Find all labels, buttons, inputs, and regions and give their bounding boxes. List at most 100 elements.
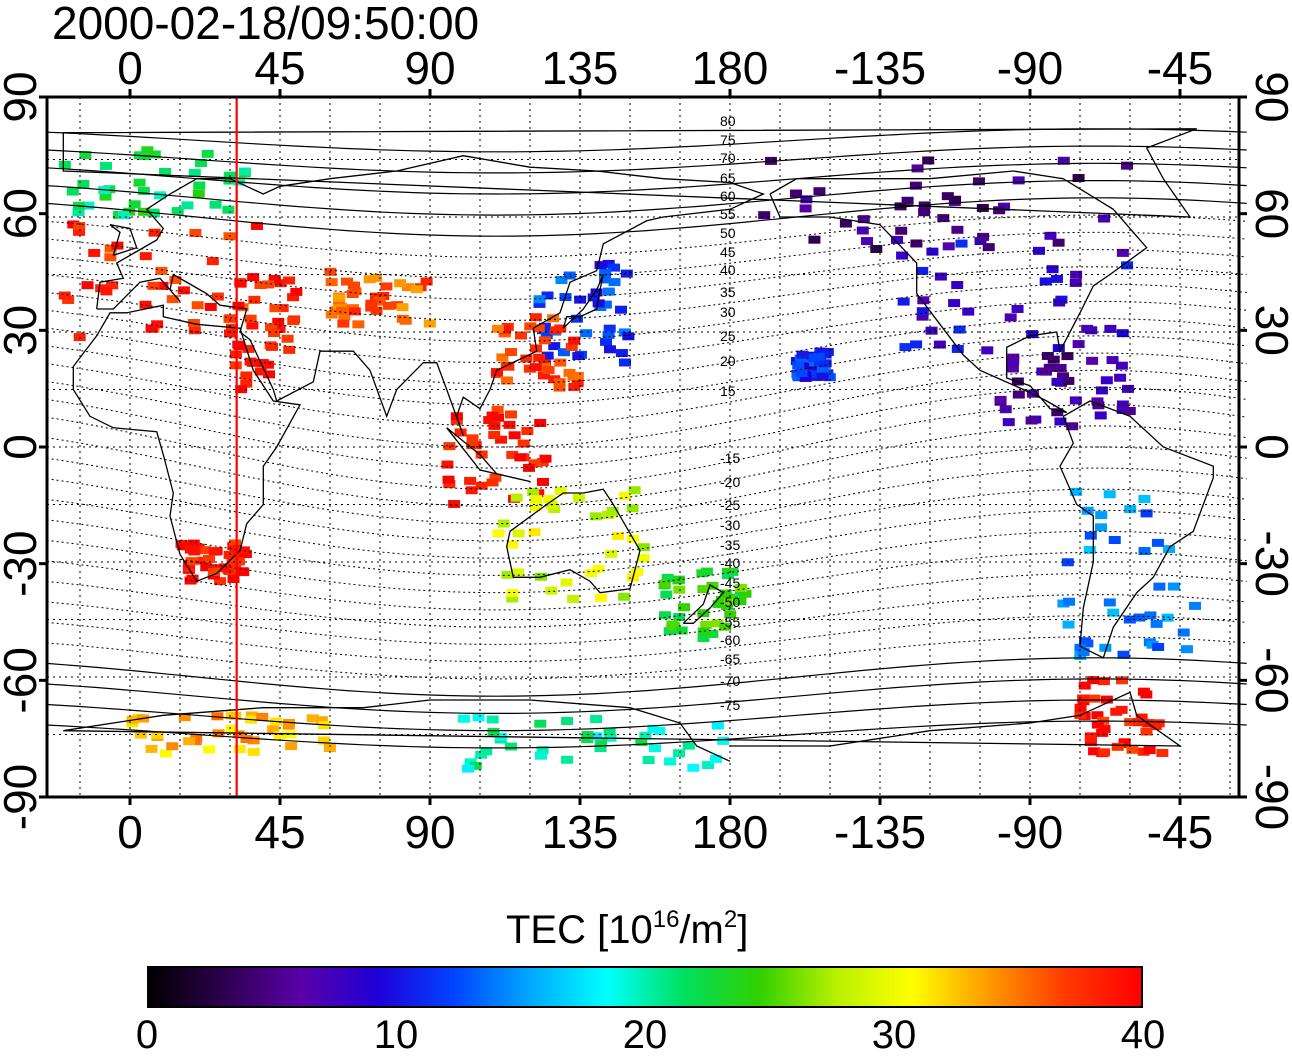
tec-cell bbox=[895, 226, 908, 235]
tec-cell bbox=[287, 317, 300, 326]
tec-cell bbox=[807, 358, 820, 367]
coastline bbox=[562, 274, 604, 329]
tec-cell bbox=[466, 441, 479, 450]
lon-label-top: 45 bbox=[254, 42, 305, 94]
tec-cell bbox=[1116, 405, 1129, 414]
lat-label-right: -60 bbox=[1246, 647, 1292, 713]
tec-cell bbox=[219, 563, 232, 572]
tec-cell bbox=[1095, 511, 1108, 520]
tec-cell bbox=[141, 146, 154, 155]
tec-cell bbox=[1094, 411, 1107, 420]
tec-cell bbox=[1140, 727, 1153, 736]
lon-label-bottom: 0 bbox=[117, 806, 143, 858]
tec-cell bbox=[139, 252, 152, 261]
tec-cell bbox=[443, 442, 456, 451]
tec-cell bbox=[261, 360, 274, 369]
tec-cell bbox=[1025, 416, 1038, 425]
tec-cell bbox=[251, 221, 264, 230]
tec-cell bbox=[1002, 418, 1015, 427]
tec-cell bbox=[661, 573, 674, 582]
tec-cell bbox=[926, 247, 939, 256]
tec-cell bbox=[100, 287, 113, 296]
tec-cell bbox=[639, 731, 652, 740]
lat-label-right: 60 bbox=[1246, 188, 1292, 239]
tec-cell bbox=[1095, 386, 1108, 395]
tec-cell bbox=[489, 473, 502, 482]
tec-cell bbox=[615, 349, 628, 358]
tec-cell bbox=[600, 337, 613, 346]
tec-cell bbox=[663, 627, 676, 636]
tec-cell bbox=[348, 307, 361, 316]
tec-cell bbox=[839, 219, 852, 228]
tec-cell bbox=[706, 629, 719, 638]
tec-cell bbox=[1044, 231, 1057, 240]
tec-cell bbox=[520, 354, 533, 363]
tec-cell bbox=[648, 744, 661, 753]
tec-cell bbox=[134, 730, 147, 739]
tec-cell bbox=[420, 277, 433, 286]
tec-cell bbox=[635, 737, 648, 746]
tec-cell bbox=[539, 454, 552, 463]
tec-cell bbox=[1121, 161, 1134, 170]
tec-cell bbox=[529, 313, 542, 322]
tec-cell bbox=[911, 164, 924, 173]
tec-cell bbox=[951, 281, 964, 290]
magnetic-lat-label: 15 bbox=[720, 383, 736, 399]
tec-cell bbox=[541, 351, 554, 360]
tec-cell bbox=[262, 280, 275, 289]
tec-cell bbox=[962, 307, 975, 316]
tec-cell bbox=[187, 318, 200, 327]
tec-cell bbox=[534, 751, 547, 760]
tec-cell bbox=[1088, 747, 1101, 756]
tec-cell bbox=[232, 557, 245, 566]
tec-cell bbox=[145, 744, 158, 753]
tec-cell bbox=[1108, 536, 1121, 545]
tec-cell bbox=[333, 293, 346, 302]
tec-cell bbox=[88, 248, 101, 257]
magnetic-latitude-contours: 8075706560555045403530252015-15-20-25-30… bbox=[46, 113, 1247, 749]
tec-cell bbox=[506, 594, 519, 603]
tec-cell bbox=[823, 373, 836, 382]
magnetic-contour bbox=[46, 162, 1247, 195]
tec-cell bbox=[1153, 582, 1166, 591]
tec-cell bbox=[187, 539, 200, 548]
tec-cell bbox=[1004, 313, 1017, 322]
tec-cell bbox=[268, 328, 281, 337]
tec-cell bbox=[541, 291, 554, 300]
tec-cell bbox=[235, 385, 248, 394]
tec-cell bbox=[909, 181, 922, 190]
magnetic-lat-label: -70 bbox=[720, 673, 740, 689]
tec-cell bbox=[719, 622, 732, 631]
magnetic-lat-label: -45 bbox=[720, 575, 740, 591]
tec-cell bbox=[529, 363, 542, 372]
tec-cell bbox=[1053, 298, 1066, 307]
tec-cell bbox=[1117, 650, 1130, 659]
coastline bbox=[63, 691, 1183, 762]
lon-label-bottom: 90 bbox=[404, 806, 455, 858]
tec-cell bbox=[166, 295, 179, 304]
tec-cell bbox=[1126, 745, 1139, 754]
magnetic-contour bbox=[46, 446, 1247, 525]
tec-cell bbox=[712, 600, 725, 609]
magnetic-contour bbox=[46, 387, 1247, 469]
tec-cell bbox=[500, 376, 513, 385]
tec-cell bbox=[104, 253, 117, 262]
tec-cell bbox=[637, 554, 650, 563]
tec-cell bbox=[248, 295, 261, 304]
tec-cell bbox=[457, 714, 470, 723]
tec-cell bbox=[472, 713, 485, 722]
lat-lon-grid bbox=[47, 97, 1239, 797]
tec-cell bbox=[721, 601, 734, 610]
tec-cell bbox=[488, 431, 501, 440]
magnetic-contour bbox=[46, 678, 1247, 714]
tec-cell bbox=[209, 200, 222, 209]
tec-cell bbox=[317, 736, 330, 745]
tec-cell bbox=[1012, 176, 1025, 185]
tec-cell bbox=[82, 201, 95, 210]
tec-cell bbox=[370, 306, 383, 315]
tec-cell bbox=[642, 756, 655, 765]
tec-cell bbox=[1095, 523, 1108, 532]
tec-cell bbox=[536, 746, 549, 755]
tec-cell bbox=[1152, 642, 1165, 651]
tec-cell bbox=[155, 266, 168, 275]
